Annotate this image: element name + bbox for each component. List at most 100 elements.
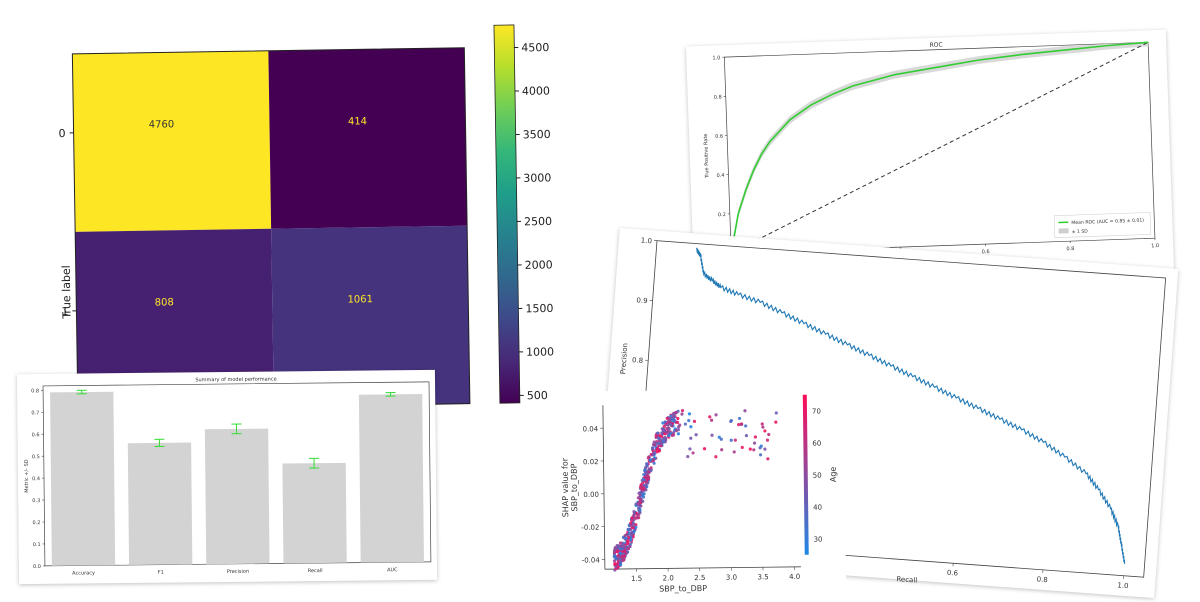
shap-point — [708, 415, 711, 418]
shap-point — [691, 451, 694, 454]
bar-title: Summary of model performance — [195, 376, 276, 383]
cm-colorbar-label-0: 500 — [527, 389, 548, 402]
shap-ylabel-line-1: SBP_to_DBP — [570, 463, 580, 511]
cm-cell-label-1-1: 1061 — [347, 294, 373, 305]
bar-xtick-label-4: AUC — [387, 567, 398, 573]
cm-colorbar-label-6: 3500 — [523, 128, 551, 141]
roc-xtick-label-5: 1.0 — [1151, 243, 1159, 249]
shap-ytick-label-3: 0.02 — [583, 458, 599, 466]
shap-point — [738, 417, 741, 420]
shap-point — [686, 455, 689, 458]
shap-point — [688, 412, 691, 415]
shap-point — [774, 421, 777, 424]
roc-legend-band-swatch — [1059, 228, 1069, 233]
cm-ylabel: True label — [60, 265, 74, 320]
shap-yaxis — [603, 405, 605, 569]
cm-colorbar-label-2: 1500 — [525, 302, 553, 315]
bar-f1 — [128, 443, 193, 565]
shap-xlabel: SBP_to_DBP — [659, 584, 707, 594]
shap-colorbar-label-2: 50 — [813, 472, 822, 480]
pr-ytick-label-2: 0.8 — [632, 356, 644, 365]
pr-xtick-label-1: 0.8 — [1036, 575, 1048, 584]
cm-colorbar — [494, 25, 520, 403]
cm-cell-label-1-0: 808 — [155, 297, 174, 308]
shap-xtick-label-5: 4.0 — [789, 573, 800, 581]
cm-cell-label-0-1: 414 — [348, 116, 367, 127]
bar-ytick-label-2: 0.2 — [32, 520, 40, 526]
cm-colorbar-label-3: 2000 — [525, 258, 553, 271]
shap-point — [703, 447, 706, 450]
shap-point — [687, 419, 690, 422]
performance-bar-chart: Summary of model performance0.00.10.20.3… — [17, 370, 437, 584]
cm-colorbar-label-4: 2500 — [524, 215, 552, 228]
roc-xtick-label-4: 0.8 — [1066, 246, 1074, 252]
shap-point — [745, 434, 748, 437]
shap-point — [710, 419, 713, 422]
bar-ytick-label-0: 0.0 — [33, 564, 41, 570]
shap-point — [763, 429, 766, 432]
bar-auc — [359, 394, 424, 563]
bar-xtick-label-0: Accuracy — [72, 570, 95, 576]
roc-legend-label-1: ± 1 SD — [1072, 229, 1089, 236]
pr-xtick-label-0: 0.6 — [947, 569, 959, 578]
shap-point — [689, 425, 692, 428]
shap-point — [753, 442, 756, 445]
shap-point — [734, 438, 737, 441]
bar-ytick-label-6: 0.6 — [32, 432, 40, 438]
bar-ytick-label-8: 0.8 — [31, 388, 39, 394]
bar-xtick-label-1: F1 — [158, 570, 164, 576]
cm-cell-0-1 — [268, 48, 467, 229]
cm-colorbar-label-1: 1000 — [526, 345, 554, 358]
cm-colorbar-label-8: 4500 — [521, 41, 549, 54]
shap-point — [766, 457, 769, 460]
bar-ytick-label-5: 0.5 — [32, 454, 40, 460]
bar-ytick-label-7: 0.7 — [31, 410, 39, 416]
roc-ytick-label-3: 0.6 — [715, 134, 723, 140]
shap-point — [763, 448, 766, 451]
shap-colorbar-label: Age — [829, 467, 838, 483]
roc-ytick-label-4: 0.8 — [714, 94, 722, 100]
shap-point — [714, 413, 717, 416]
shap-points — [611, 408, 780, 572]
pr-ylabel: Precision — [619, 343, 629, 375]
shap-point — [677, 432, 680, 435]
shap-point — [689, 437, 692, 440]
shap-colorbar-label-1: 40 — [813, 504, 822, 512]
shap-point — [730, 439, 733, 442]
roc-ytick-label-1: 0.2 — [718, 212, 726, 218]
shap-xtick-label-2: 2.5 — [694, 574, 705, 582]
shap-colorbar-label-3: 60 — [812, 440, 821, 448]
shap-xtick-label-1: 2.0 — [663, 574, 674, 582]
shap-point — [680, 413, 683, 416]
pr-ytick-label-3: 0.9 — [636, 296, 648, 305]
shap-point — [720, 448, 723, 451]
shap-point — [775, 411, 778, 414]
shap-point — [752, 448, 755, 451]
shap-ytick-label-1: -0.02 — [581, 524, 599, 532]
shap-point — [710, 434, 713, 437]
shap-ytick-label-4: 0.04 — [583, 425, 599, 433]
shap-point — [761, 425, 764, 428]
shap-colorbar-label-4: 70 — [812, 408, 821, 416]
shap-point — [759, 453, 762, 456]
pr-xlabel: Recall — [896, 575, 917, 585]
bar-accuracy — [50, 392, 115, 566]
bar-ylabel: Metric +/- SD — [24, 459, 30, 493]
shap-ytick-label-2: 0.00 — [583, 491, 599, 499]
shap-xtick-label-0: 1.5 — [631, 575, 642, 583]
shap-point — [737, 423, 740, 426]
roc-ytick-label-5: 1.0 — [712, 55, 720, 61]
pr-ytick-label-4: 1.0 — [641, 237, 653, 246]
bar-recall — [282, 463, 346, 564]
shap-point — [741, 446, 744, 449]
cm-cell-label-0-0: 4760 — [149, 119, 175, 130]
cm-cell-0-0 — [72, 51, 271, 232]
bar-ytick-label-1: 0.1 — [33, 542, 41, 548]
bar-xtick-label-3: Recall — [308, 568, 323, 574]
shap-point — [744, 424, 747, 427]
roc-title: ROC — [929, 41, 942, 48]
